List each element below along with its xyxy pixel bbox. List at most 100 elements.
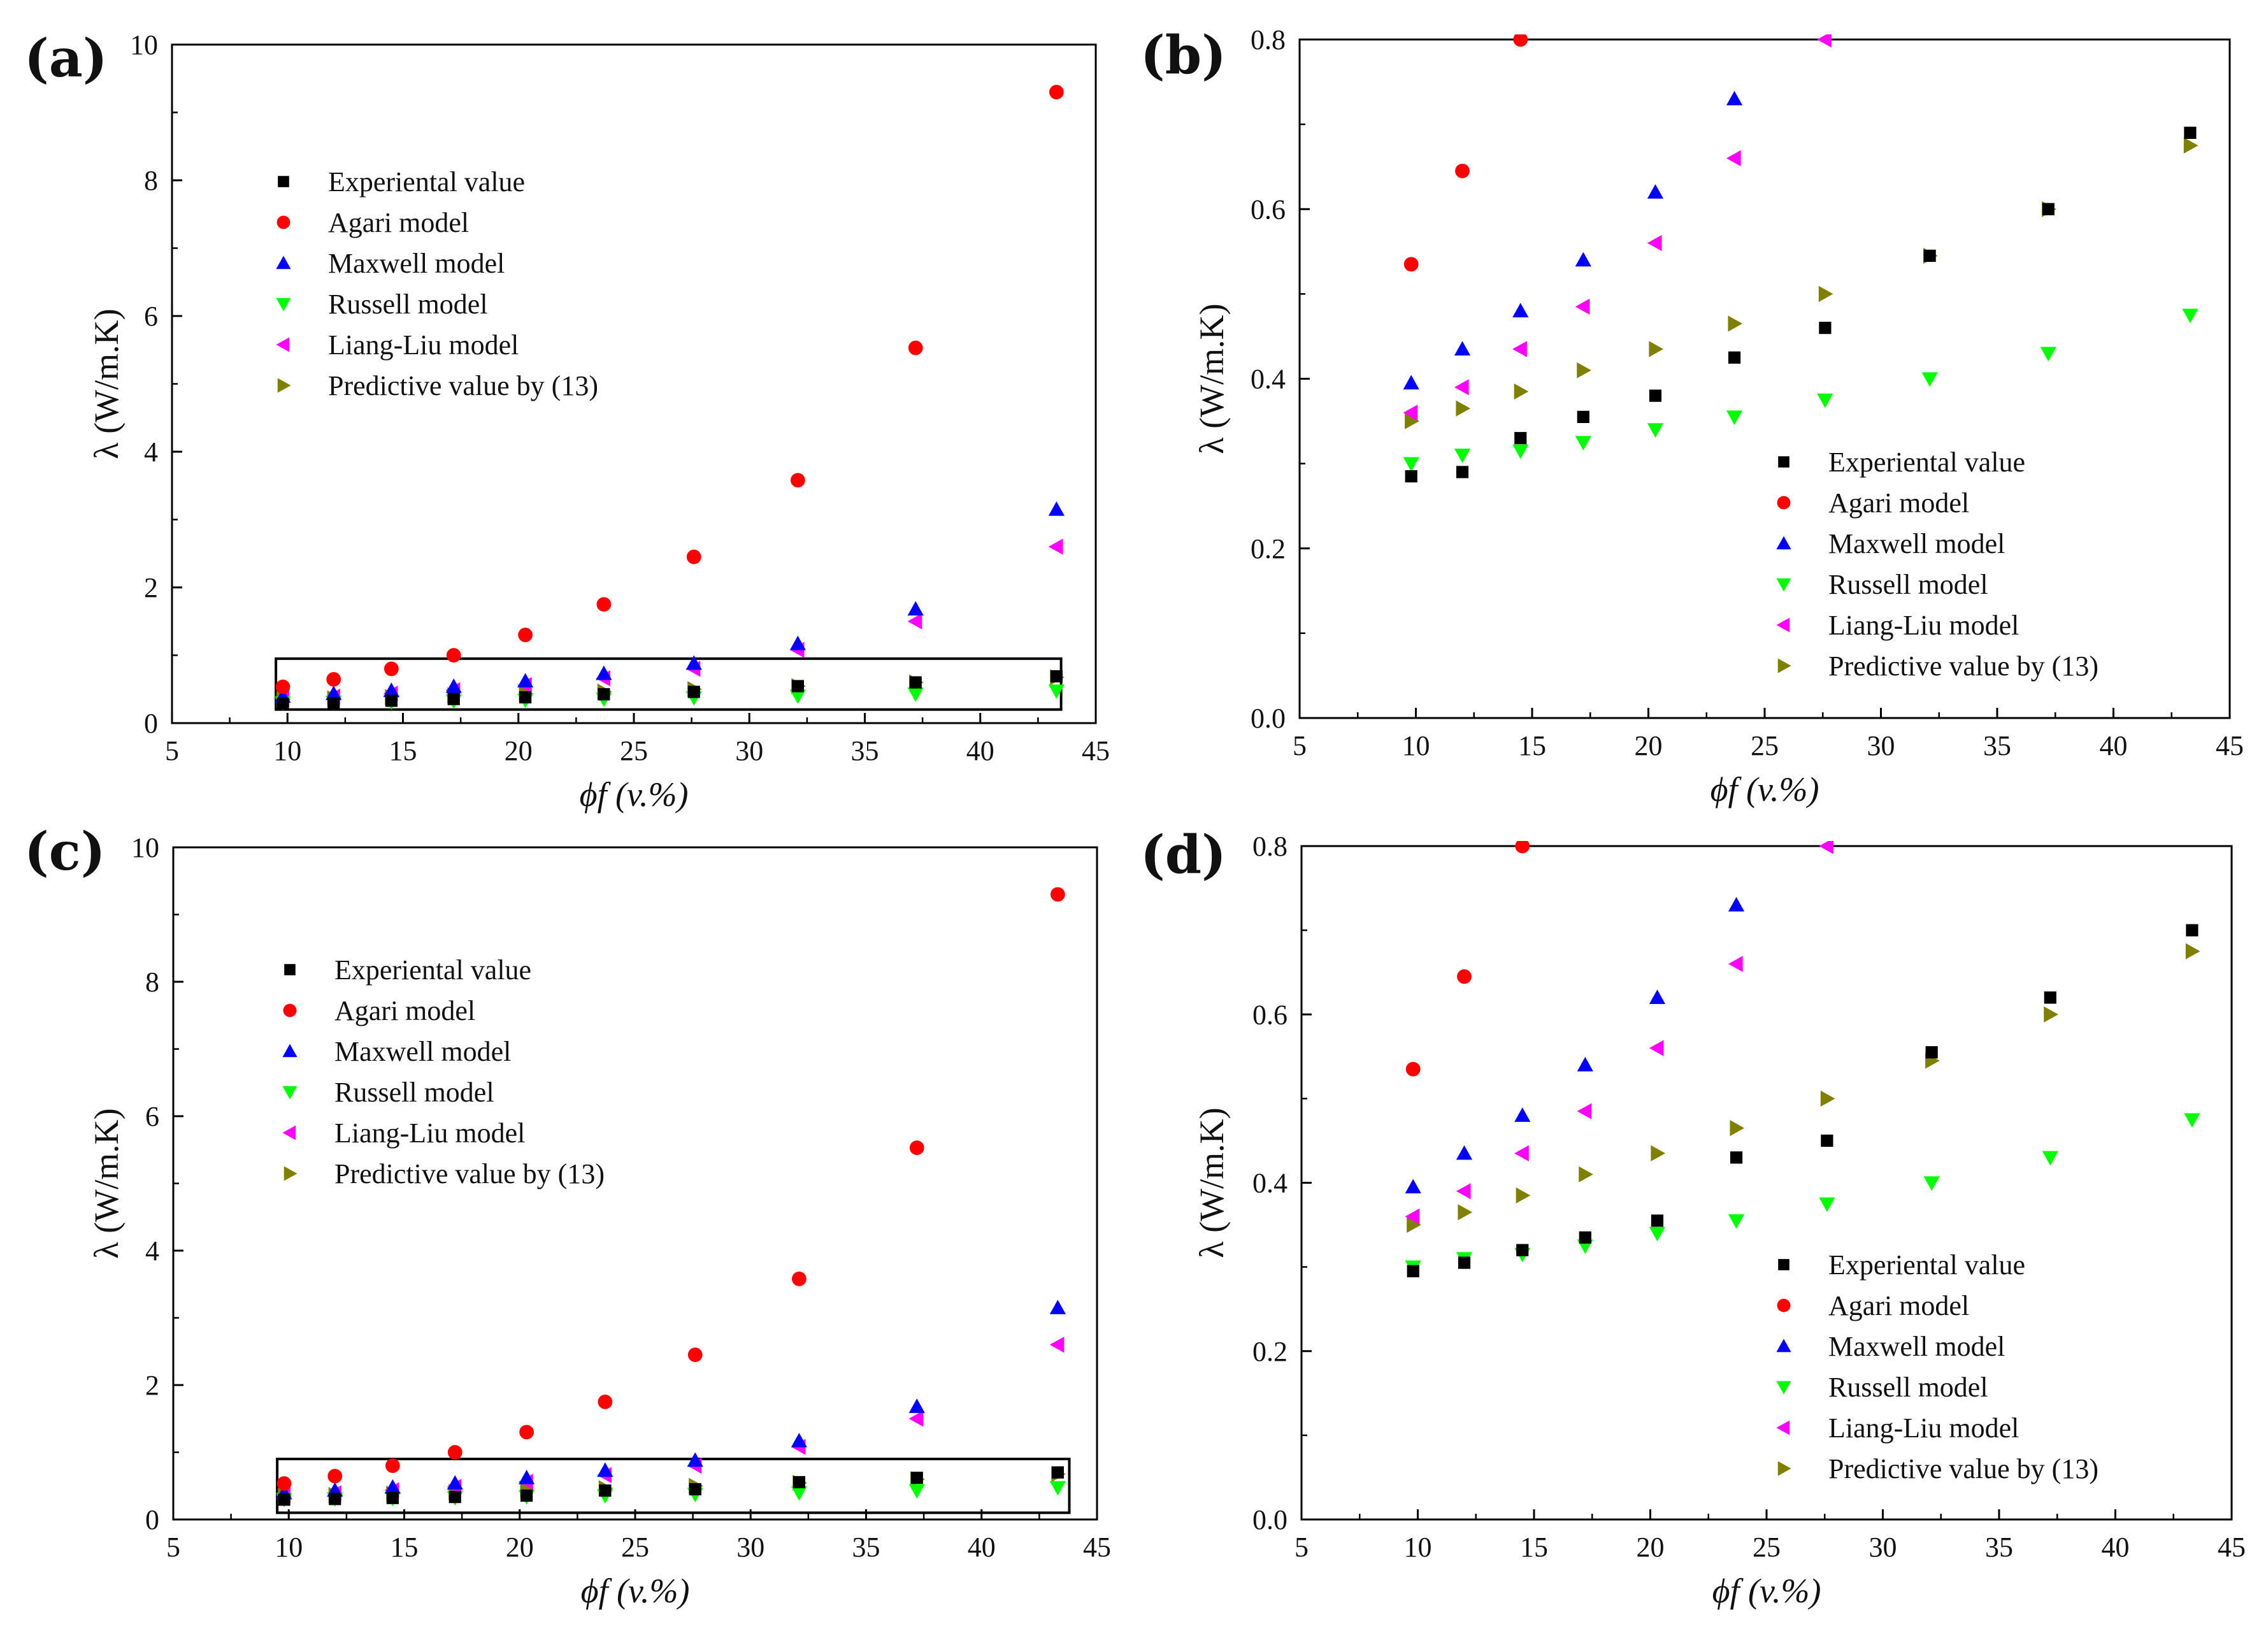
legend-marker	[276, 255, 291, 269]
y-tick-label: 4	[145, 1235, 159, 1267]
point-experiental-value	[1051, 1466, 1064, 1479]
point-predictive-value-by-13-	[1730, 1120, 1745, 1137]
point-experiental-value	[1516, 1244, 1529, 1256]
y-tick-label: 0.4	[1251, 364, 1286, 395]
point-predictive-value-by-13-	[1514, 383, 1529, 400]
data-points	[276, 887, 1066, 1507]
x-tick-label: 35	[852, 1532, 880, 1563]
x-tick-label: 25	[621, 1532, 649, 1563]
legend-label: Predictive value by (13)	[328, 370, 598, 401]
point-liang-liu-model	[1512, 341, 1527, 357]
x-tick-label: 30	[735, 735, 763, 766]
point-agari-model	[447, 1445, 463, 1460]
y-tick-label: 2	[145, 1370, 159, 1401]
x-axis-title: ϕf (v.%)	[1712, 1572, 1821, 1610]
point-maxwell-model	[519, 1469, 535, 1484]
panel-label: (c)	[24, 821, 106, 882]
point-experiental-value	[2044, 991, 2056, 1004]
legend-label: Experiental value	[328, 166, 525, 198]
point-russell-model	[1923, 1176, 1940, 1191]
legend-marker	[1777, 1298, 1791, 1312]
point-liang-liu-model	[907, 613, 922, 629]
point-agari-model	[276, 1476, 292, 1491]
point-maxwell-model	[383, 682, 399, 697]
x-tick-label: 10	[1402, 730, 1430, 761]
point-agari-model	[908, 340, 923, 356]
y-tick-label: 0.4	[1252, 1168, 1287, 1199]
legend-label: Predictive value by (13)	[1828, 1453, 2098, 1484]
point-maxwell-model	[447, 1475, 463, 1490]
legend: Experiental value Agari model Maxwell mode…	[1776, 1249, 2098, 1484]
panel-b: (b) 5 10 15 20 25 30 35 40 45 0.0 0.2 0.4 0.6 0.8 ϕf (v…	[1140, 24, 2244, 808]
legend-label: Maxwell model	[328, 248, 505, 279]
point-liang-liu-model	[1454, 379, 1469, 396]
point-experiental-value	[598, 688, 610, 701]
point-agari-model	[1513, 34, 1528, 47]
legend-marker	[283, 1166, 298, 1181]
point-predictive-value-by-13-	[1577, 362, 1591, 378]
point-agari-model	[790, 473, 805, 488]
y-tick-label: 8	[144, 165, 158, 196]
legend-label: Agari model	[1828, 1290, 1969, 1321]
point-agari-model	[1049, 85, 1064, 99]
point-maxwell-model	[1512, 303, 1529, 318]
point-experiental-value	[1821, 1134, 1833, 1147]
y-tick-label: 0.8	[1251, 24, 1286, 55]
point-liang-liu-model	[1817, 34, 1832, 48]
x-axis-title: ϕf (v.%)	[580, 775, 689, 814]
panel-label: (b)	[1140, 25, 1226, 86]
point-maxwell-model	[1647, 184, 1664, 199]
y-tick-label: 8	[145, 966, 159, 998]
point-predictive-value-by-13-	[1579, 1166, 1593, 1182]
panel-label: (d)	[1140, 824, 1226, 886]
point-predictive-value-by-13-	[2183, 137, 2198, 154]
x-axis-title: ϕf (v.%)	[581, 1572, 690, 1610]
point-russell-model	[1726, 410, 1743, 426]
point-experiental-value	[1579, 1231, 1591, 1244]
point-experiental-value	[329, 1493, 341, 1505]
point-predictive-value-by-13-	[1407, 1216, 1421, 1233]
point-predictive-value-by-13-	[1651, 1145, 1666, 1161]
point-predictive-value-by-13-	[2185, 943, 2200, 959]
point-experiental-value	[1651, 1214, 1664, 1227]
legend-marker	[276, 298, 291, 312]
data-points	[1403, 34, 2198, 483]
point-experiental-value	[386, 1491, 399, 1504]
point-predictive-value-by-13-	[1818, 285, 1833, 302]
legend-label: Agari model	[1828, 487, 1969, 519]
x-tick-label: 5	[1293, 730, 1307, 761]
plot-frame	[171, 43, 1097, 724]
x-tick-label: 15	[389, 735, 417, 766]
point-russell-model	[2042, 1151, 2058, 1166]
legend-marker	[1776, 1381, 1791, 1395]
x-tick-label: 25	[1753, 1532, 1781, 1563]
x-tick-label: 5	[1295, 1532, 1309, 1563]
point-experiental-value	[1458, 1256, 1471, 1269]
panel-a: (a) 5 10 15 20 25 30 35 40 45 0 2 4 6 8 10 ϕf (v.%) λ (W/…	[24, 28, 1110, 814]
point-agari-model	[326, 672, 341, 687]
point-maxwell-model	[907, 601, 924, 616]
point-liang-liu-model	[1649, 1040, 1664, 1056]
point-maxwell-model	[687, 1452, 703, 1467]
point-predictive-value-by-13-	[1405, 413, 1419, 429]
point-maxwell-model	[1577, 1056, 1593, 1072]
point-liang-liu-model	[1405, 1208, 1420, 1225]
point-liang-liu-model	[1819, 841, 1833, 854]
point-experiental-value	[447, 693, 460, 705]
point-maxwell-model	[1049, 1300, 1066, 1314]
panel-d: (d) 5 10 15 20 25 30 35 40 45 0.0 0.2 0.4 0.6 0.8 ϕf (v…	[1140, 824, 2246, 1610]
y-tick-label: 0.8	[1252, 831, 1287, 862]
y-tick-label: 0.6	[1251, 194, 1286, 225]
legend-label: Maxwell model	[1828, 1331, 2005, 1362]
point-maxwell-model	[1514, 1107, 1531, 1122]
point-liang-liu-model	[1049, 1337, 1065, 1353]
point-maxwell-model	[445, 678, 462, 693]
legend-label: Predictive value by (13)	[334, 1158, 605, 1189]
legend-marker	[278, 176, 289, 187]
point-experiental-value	[1405, 470, 1417, 483]
point-maxwell-model	[384, 1479, 401, 1494]
point-russell-model	[1817, 393, 1833, 408]
point-russell-model	[1921, 372, 1938, 387]
x-tick-label: 35	[1983, 730, 2011, 761]
